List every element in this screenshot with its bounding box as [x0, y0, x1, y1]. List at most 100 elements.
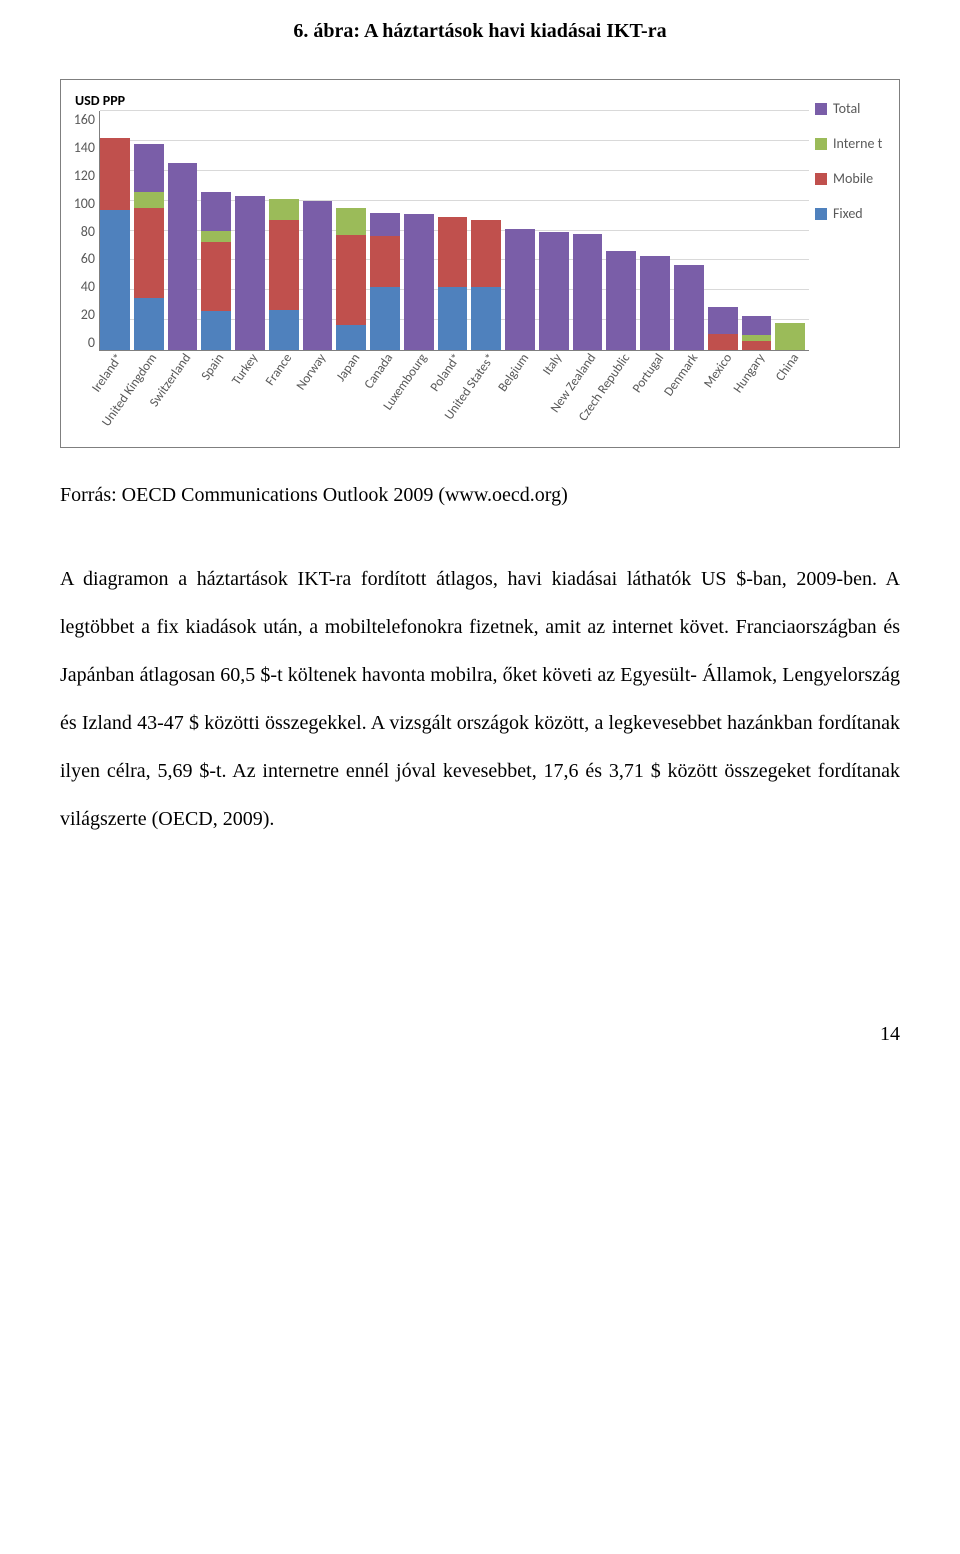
bar-segment-internet: [336, 208, 366, 235]
bar-segment-mobile: [100, 138, 130, 210]
bar: [269, 111, 299, 350]
bar: [168, 111, 198, 350]
legend-swatch: [815, 208, 827, 220]
bar-segment-fixed: [336, 325, 366, 350]
bar: [674, 111, 704, 350]
legend-swatch: [815, 103, 827, 115]
bar-segment-total: [742, 316, 772, 335]
y-tick: 80: [81, 223, 95, 240]
bar: [303, 111, 333, 350]
x-tick: Spain: [200, 351, 230, 439]
bar-segment-fixed: [370, 287, 400, 350]
bar-segment-total: [404, 214, 434, 350]
y-axis: 160140120100806040200: [69, 111, 99, 351]
bar-segment-total: [303, 201, 333, 350]
y-tick: 20: [81, 306, 95, 323]
bar: [573, 111, 603, 350]
source-line: Forrás: OECD Communications Outlook 2009…: [60, 484, 900, 507]
bar-segment-internet: [269, 199, 299, 220]
bar: [640, 111, 670, 350]
chart-container: USD PPP 160140120100806040200 Ireland*Un…: [60, 79, 900, 448]
bar: [438, 111, 468, 350]
bar: [539, 111, 569, 350]
x-tick: Czech Republic: [606, 351, 636, 439]
legend-label: Total: [833, 100, 860, 117]
x-tick: Norway: [302, 351, 332, 439]
bar-segment-internet: [134, 192, 164, 208]
y-tick: 40: [81, 278, 95, 295]
bar-segment-mobile: [438, 217, 468, 287]
x-axis: Ireland*United KingdomSwitzerlandSpainTu…: [99, 351, 809, 439]
bar-segment-mobile: [471, 220, 501, 287]
bar: [370, 111, 400, 350]
bar: [201, 111, 231, 350]
legend-item: Mobile: [815, 170, 899, 187]
legend: Total Interne t Mobile Fixed: [809, 92, 899, 240]
bar-segment-total: [708, 307, 738, 334]
bar: [708, 111, 738, 350]
x-tick: Belgium: [505, 351, 535, 439]
bar-segment-internet: [775, 323, 805, 350]
legend-label: Fixed: [833, 205, 863, 222]
bar-segment-total: [168, 163, 198, 350]
bar-segment-fixed: [201, 311, 231, 350]
legend-swatch: [815, 173, 827, 185]
legend-swatch: [815, 138, 827, 150]
bar: [775, 111, 805, 350]
x-tick: Switzerland: [167, 351, 197, 439]
bar-segment-total: [235, 196, 265, 350]
bar: [100, 111, 130, 350]
bar-segment-total: [640, 256, 670, 350]
bar-segment-mobile: [201, 242, 231, 311]
x-tick: Japan: [336, 351, 366, 439]
chart-title: 6. ábra: A háztartások havi kiadásai IKT…: [60, 20, 900, 43]
bar-segment-mobile: [742, 341, 772, 350]
page-number: 14: [60, 1023, 900, 1046]
x-tick: Luxembourg: [403, 351, 433, 439]
x-tick: Hungary: [741, 351, 771, 439]
x-tick: Denmark: [674, 351, 704, 439]
bar: [404, 111, 434, 350]
legend-item: Fixed: [815, 205, 899, 222]
bar-segment-fixed: [134, 298, 164, 350]
bar: [134, 111, 164, 350]
bar-segment-mobile: [370, 236, 400, 287]
x-tick: Portugal: [640, 351, 670, 439]
bar-segment-fixed: [100, 210, 130, 350]
x-tick: Mexico: [708, 351, 738, 439]
bar: [606, 111, 636, 350]
bar: [742, 111, 772, 350]
y-tick: 0: [88, 334, 95, 351]
legend-label: Mobile: [833, 170, 873, 187]
bars-row: [100, 111, 805, 350]
x-tick: Turkey: [234, 351, 264, 439]
legend-item: Total: [815, 100, 899, 117]
legend-label: Interne t: [833, 135, 882, 152]
bar-segment-total: [539, 232, 569, 350]
plot-area: [99, 111, 809, 351]
bar: [471, 111, 501, 350]
bar-segment-total: [674, 265, 704, 350]
y-tick: 140: [74, 139, 95, 156]
bar-segment-internet: [201, 231, 231, 243]
bar-segment-total: [606, 251, 636, 350]
bar-segment-total: [201, 192, 231, 231]
bar-segment-fixed: [438, 287, 468, 350]
bar-segment-total: [134, 144, 164, 192]
y-axis-label: USD PPP: [75, 92, 809, 109]
y-tick: 120: [74, 167, 95, 184]
legend-item: Interne t: [815, 135, 899, 152]
bar-segment-total: [370, 213, 400, 237]
bar: [336, 111, 366, 350]
y-tick: 160: [74, 111, 95, 128]
y-tick: 60: [81, 250, 95, 267]
x-tick: China: [775, 351, 805, 439]
bar-segment-total: [573, 234, 603, 351]
bar-segment-mobile: [134, 208, 164, 298]
bar-segment-mobile: [336, 235, 366, 325]
bar: [235, 111, 265, 350]
x-tick: France: [268, 351, 298, 439]
bar-segment-mobile: [269, 220, 299, 310]
bar-segment-fixed: [471, 287, 501, 350]
bar-segment-mobile: [708, 334, 738, 350]
